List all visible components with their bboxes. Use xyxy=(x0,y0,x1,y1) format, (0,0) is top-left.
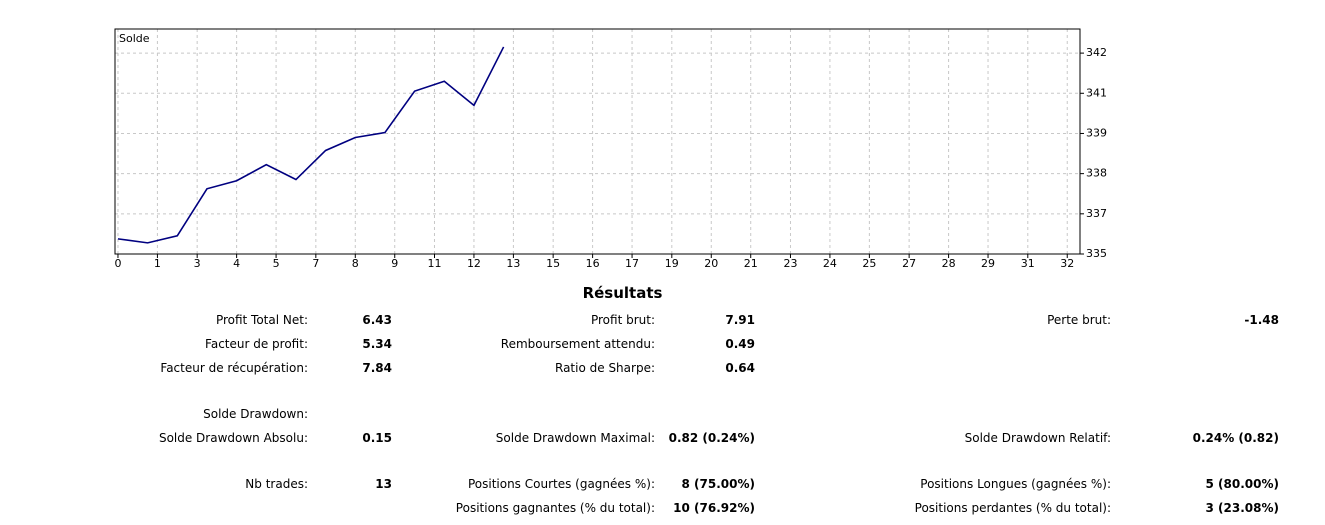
stat-value: 3 (23.08%) xyxy=(1205,501,1279,515)
x-tick-label: 16 xyxy=(586,257,600,270)
stat-value: 0.64 xyxy=(725,361,755,375)
x-tick-label: 11 xyxy=(427,257,441,270)
x-tick-label: 4 xyxy=(233,257,240,270)
x-tick-label: 28 xyxy=(942,257,956,270)
stat-label: Solde Drawdown Relatif: xyxy=(964,431,1111,445)
stat-label: Positions Courtes (gagnées %): xyxy=(467,477,655,491)
stat-value: 13 xyxy=(375,477,392,491)
stat-value: 0.24% (0.82) xyxy=(1192,431,1279,445)
stat-label: Solde Drawdown Absolu: xyxy=(158,431,308,445)
stat-value: 0.82 (0.24%) xyxy=(668,431,755,445)
stat-label: Profit brut: xyxy=(590,313,655,327)
x-tick-label: 32 xyxy=(1060,257,1074,270)
x-tick-label: 8 xyxy=(352,257,359,270)
y-tick-label: 339 xyxy=(1086,126,1107,139)
stat-label: Positions gagnantes (% du total): xyxy=(455,501,655,515)
y-tick-label: 341 xyxy=(1086,86,1107,99)
y-tick-label: 342 xyxy=(1086,46,1107,59)
x-tick-label: 12 xyxy=(467,257,481,270)
x-tick-label: 31 xyxy=(1021,257,1035,270)
x-tick-label: 21 xyxy=(744,257,758,270)
y-tick-label: 338 xyxy=(1086,167,1107,180)
stat-label: Profit Total Net: xyxy=(215,313,308,327)
x-tick-label: 20 xyxy=(704,257,718,270)
y-tick-label: 337 xyxy=(1086,207,1107,220)
x-tick-label: 19 xyxy=(665,257,679,270)
stat-label: Remboursement attendu: xyxy=(500,337,655,351)
stat-value: 0.49 xyxy=(725,337,755,351)
stat-value: 5.34 xyxy=(362,337,392,351)
stat-label: Solde Drawdown: xyxy=(203,407,308,421)
plot-frame xyxy=(114,28,1081,255)
stat-label: Positions Longues (gagnées %): xyxy=(920,477,1111,491)
x-tick-label: 5 xyxy=(273,257,280,270)
x-tick-label: 15 xyxy=(546,257,560,270)
x-tick-label: 27 xyxy=(902,257,916,270)
balance-line xyxy=(117,46,505,244)
x-tick-label: 1 xyxy=(154,257,161,270)
stat-label: Perte brut: xyxy=(1047,313,1111,327)
x-tick-label: 9 xyxy=(391,257,398,270)
stat-label: Facteur de récupération: xyxy=(160,361,308,375)
x-tick-label: 29 xyxy=(981,257,995,270)
stat-value: 7.91 xyxy=(725,313,755,327)
stat-value: 0.15 xyxy=(362,431,392,445)
x-tick-label: 17 xyxy=(625,257,639,270)
x-tick-label: 13 xyxy=(506,257,520,270)
y-tick-label: 335 xyxy=(1086,247,1107,260)
stat-value: 7.84 xyxy=(362,361,392,375)
stat-value: -1.48 xyxy=(1244,313,1279,327)
x-tick-label: 25 xyxy=(862,257,876,270)
stat-value: 6.43 xyxy=(362,313,392,327)
plot-border xyxy=(114,28,1081,255)
stat-label: Facteur de profit: xyxy=(205,337,308,351)
x-tick-label: 23 xyxy=(783,257,797,270)
stat-label: Nb trades: xyxy=(245,477,308,491)
x-tick-label: 24 xyxy=(823,257,837,270)
stat-value: 8 (75.00%) xyxy=(681,477,755,491)
x-tick-label: 3 xyxy=(194,257,201,270)
series-label: Solde xyxy=(119,32,150,45)
stat-label: Solde Drawdown Maximal: xyxy=(495,431,655,445)
stat-label: Ratio de Sharpe: xyxy=(555,361,655,375)
x-tick-label: 0 xyxy=(114,257,121,270)
x-tick-label: 7 xyxy=(312,257,319,270)
stat-label: Positions perdantes (% du total): xyxy=(914,501,1111,515)
results-title: Résultats xyxy=(582,284,663,302)
stat-value: 5 (80.00%) xyxy=(1205,477,1279,491)
stat-value: 10 (76.92%) xyxy=(673,501,755,515)
